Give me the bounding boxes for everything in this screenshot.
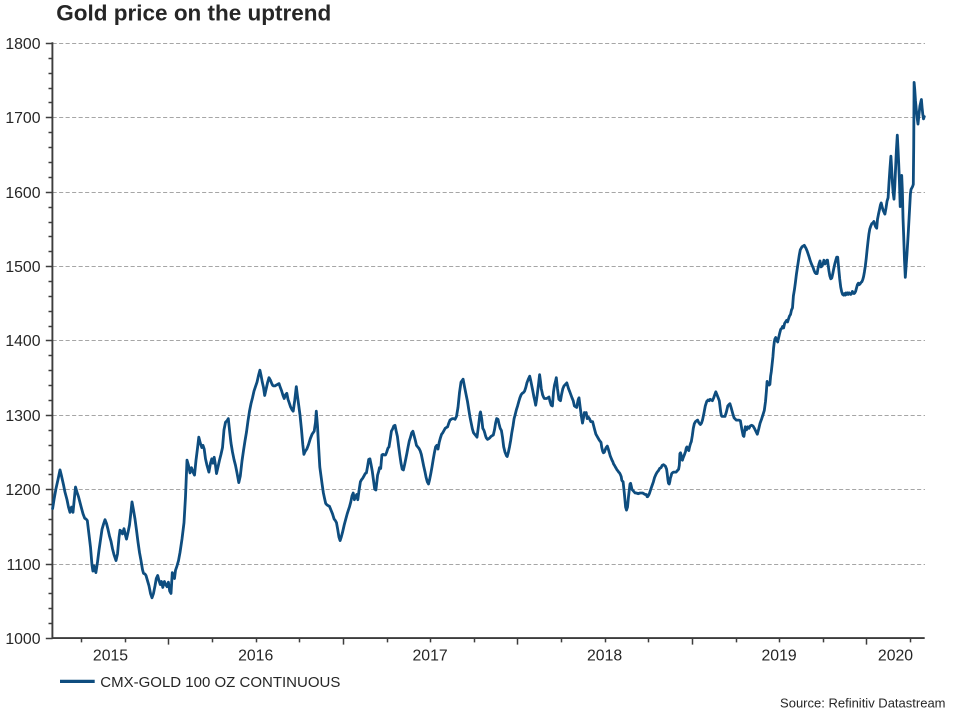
svg-text:CMX-GOLD 100 OZ CONTINUOUS: CMX-GOLD 100 OZ CONTINUOUS: [100, 674, 340, 691]
svg-text:1300: 1300: [5, 408, 40, 425]
svg-text:1200: 1200: [5, 482, 40, 499]
svg-text:1400: 1400: [5, 333, 40, 350]
svg-text:2020: 2020: [878, 647, 913, 664]
svg-text:2016: 2016: [238, 647, 273, 664]
svg-text:1700: 1700: [5, 110, 40, 127]
svg-text:1100: 1100: [7, 557, 41, 574]
svg-text:Gold price on the uptrend: Gold price on the uptrend: [56, 1, 331, 26]
svg-text:1000: 1000: [5, 631, 40, 648]
svg-text:2015: 2015: [93, 647, 128, 664]
svg-text:1500: 1500: [5, 259, 40, 276]
svg-text:2019: 2019: [762, 647, 797, 664]
svg-text:Source: Refinitiv Datastream: Source: Refinitiv Datastream: [780, 696, 945, 711]
svg-text:1800: 1800: [5, 36, 40, 53]
svg-text:2017: 2017: [413, 647, 448, 664]
svg-text:1600: 1600: [5, 185, 40, 202]
svg-text:2018: 2018: [587, 647, 622, 664]
